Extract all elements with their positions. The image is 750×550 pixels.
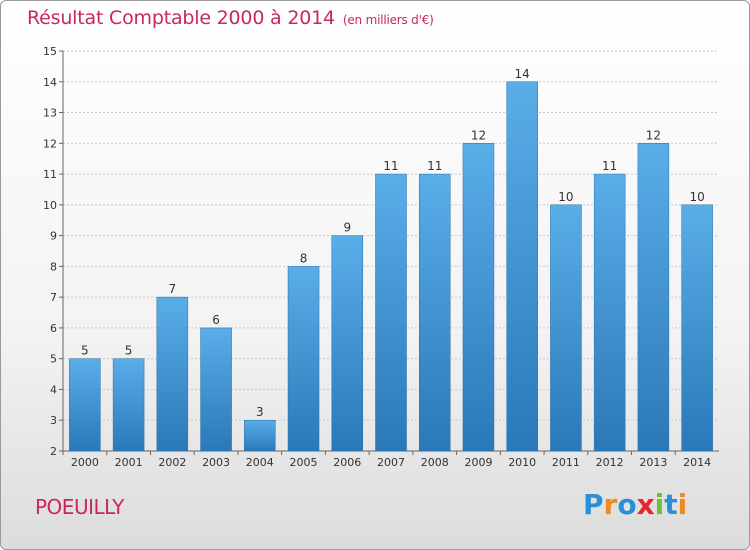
bar <box>287 266 320 452</box>
data-label: 5 <box>81 344 89 358</box>
x-tick-label: 2003 <box>202 456 230 469</box>
bar <box>681 204 713 452</box>
data-label: 12 <box>646 128 661 142</box>
logo-letter: P <box>583 488 604 521</box>
logo-letter: r <box>603 488 618 521</box>
x-tick-label: 2007 <box>377 456 405 469</box>
x-tick-label: 2009 <box>464 456 492 469</box>
chart-title-text: Résultat Comptable 2000 à 2014 <box>27 7 335 29</box>
x-tick-label: 2014 <box>683 456 711 469</box>
y-tick-label: 5 <box>50 353 57 366</box>
bar <box>593 173 626 452</box>
y-tick-label: 8 <box>50 260 57 273</box>
data-label: 6 <box>212 313 220 327</box>
x-tick-label: 2002 <box>158 456 186 469</box>
x-tick-label: 2013 <box>639 456 667 469</box>
bar <box>69 358 101 452</box>
data-label: 7 <box>169 282 177 296</box>
x-tick-label: 2010 <box>508 456 536 469</box>
logo-letter: t <box>664 488 678 521</box>
bar <box>244 419 276 452</box>
logo-letter: i <box>654 488 665 521</box>
y-tick-label: 4 <box>50 383 57 396</box>
logo-letter: i <box>677 488 688 521</box>
x-tick-label: 2006 <box>333 456 361 469</box>
x-tick-label: 2004 <box>246 456 274 469</box>
y-tick-label: 9 <box>50 230 57 243</box>
logo-letter: o <box>617 488 637 521</box>
bar <box>550 204 582 452</box>
data-label: 11 <box>383 159 398 173</box>
bar <box>418 173 451 452</box>
bar <box>112 358 145 452</box>
bar <box>331 235 364 452</box>
logo-letter: x <box>636 488 655 521</box>
city-name: POEUILLY <box>35 495 124 519</box>
x-tick-label: 2011 <box>552 456 580 469</box>
y-tick-label: 3 <box>50 414 57 427</box>
x-tick-label: 2005 <box>290 456 318 469</box>
x-tick-label: 2000 <box>71 456 99 469</box>
bar <box>156 296 189 452</box>
data-label: 14 <box>515 67 530 81</box>
bar <box>637 143 670 452</box>
y-tick-label: 13 <box>43 107 57 120</box>
y-tick-label: 14 <box>43 76 57 89</box>
data-label: 8 <box>300 251 308 265</box>
chart-title: Résultat Comptable 2000 à 2014 (en millie… <box>27 7 434 29</box>
x-tick-label: 2012 <box>596 456 624 469</box>
data-label: 11 <box>602 159 617 173</box>
y-tick-label: 12 <box>43 137 57 150</box>
data-label: 3 <box>256 405 264 419</box>
data-label: 10 <box>558 190 573 204</box>
x-tick-label: 2008 <box>421 456 449 469</box>
data-labels: 5 5 7 6 3 8 9 11 11 12 14 10 11 12 10 <box>81 67 705 419</box>
bar <box>375 173 407 452</box>
proxiti-logo: Proxiti <box>583 488 687 521</box>
data-label: 11 <box>427 159 442 173</box>
y-tick-label: 10 <box>43 199 57 212</box>
bar <box>462 143 495 452</box>
data-label: 5 <box>125 344 133 358</box>
bar <box>506 81 538 452</box>
x-tick-label: 2001 <box>115 456 143 469</box>
bars <box>69 81 713 452</box>
y-tick-label: 11 <box>43 168 57 181</box>
chart-unit: (en milliers d'€) <box>342 13 434 27</box>
bar <box>200 327 232 452</box>
data-label: 10 <box>689 190 704 204</box>
data-label: 12 <box>471 128 486 142</box>
y-tick-label: 7 <box>50 291 57 304</box>
y-tick-label: 2 <box>50 445 57 458</box>
data-label: 9 <box>343 221 351 235</box>
y-tick-label: 15 <box>43 45 57 58</box>
y-tick-label: 6 <box>50 322 57 335</box>
